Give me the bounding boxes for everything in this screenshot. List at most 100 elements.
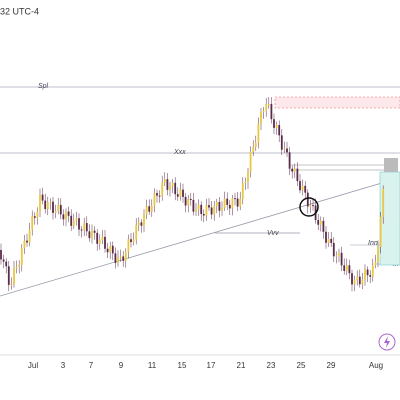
- candle-body: [143, 214, 145, 226]
- candle-body: [244, 182, 247, 184]
- candle-body: [260, 111, 262, 124]
- candle-body: [130, 239, 132, 243]
- candle-body: [163, 179, 166, 183]
- candle-body: [301, 185, 304, 191]
- candle-body: [374, 261, 377, 266]
- candle-body: [296, 168, 299, 182]
- candle-body: [88, 231, 91, 239]
- x-tick-label: 25: [297, 361, 306, 370]
- candle-body: [174, 182, 177, 195]
- candle-body: [59, 204, 62, 215]
- candle-body: [364, 269, 366, 280]
- candle-body: [273, 119, 275, 128]
- candle-body: [361, 279, 364, 285]
- candle-body: [52, 201, 54, 213]
- candle-body: [382, 188, 385, 217]
- x-tick-label: 29: [327, 361, 336, 370]
- candle-body: [62, 214, 65, 220]
- candle-body: [184, 196, 187, 206]
- candle-body: [127, 239, 130, 252]
- candle-body: [249, 151, 252, 172]
- candle-body: [117, 257, 119, 263]
- candle-body: [91, 230, 93, 239]
- candle-body: [228, 204, 231, 209]
- candles: [0, 97, 385, 292]
- candle-body: [241, 183, 244, 199]
- x-tick-label: 7: [89, 361, 94, 370]
- candle-body: [332, 242, 335, 257]
- candle-body: [72, 220, 75, 226]
- candle-body: [150, 205, 153, 212]
- candle-body: [28, 229, 31, 243]
- candle-body: [197, 204, 200, 210]
- candle-body: [226, 198, 229, 205]
- candle-body: [20, 247, 23, 265]
- candle-body: [330, 238, 333, 243]
- candle-body: [358, 276, 361, 285]
- marker-box: [384, 158, 398, 172]
- candle-body: [356, 276, 359, 281]
- highlight-circle: [299, 197, 319, 217]
- candle-body: [262, 111, 265, 113]
- candle-body: [213, 206, 216, 215]
- candle-body: [343, 265, 346, 271]
- trend-line: [0, 179, 393, 297]
- candle-body: [124, 251, 127, 261]
- candle-body: [119, 256, 122, 258]
- candle-body: [13, 267, 15, 285]
- candle-body: [5, 261, 8, 267]
- level-label: Spl: [38, 83, 49, 90]
- candle-body: [10, 284, 13, 286]
- candle-body: [348, 265, 351, 274]
- candle-body: [325, 231, 327, 243]
- x-tick-label: 23: [267, 361, 276, 370]
- candle-body: [148, 206, 151, 212]
- candle-body: [306, 192, 309, 207]
- candle-body: [46, 202, 49, 210]
- candle-body: [291, 168, 294, 172]
- x-tick-label: Jul: [28, 361, 38, 370]
- candle-body: [70, 215, 73, 226]
- candle-body: [169, 186, 171, 190]
- x-tick-label: Aug: [369, 361, 383, 370]
- candle-body: [54, 210, 57, 213]
- candle-body: [247, 171, 249, 183]
- candle-body: [158, 195, 161, 197]
- candle-body: [322, 220, 325, 232]
- candle-body: [153, 193, 156, 206]
- candle-body: [7, 266, 10, 285]
- candle-body: [345, 265, 348, 271]
- candle-body: [288, 152, 291, 169]
- candle-body: [338, 252, 340, 256]
- level-label: Xxx: [173, 149, 186, 156]
- candle-body: [254, 142, 257, 147]
- timezone-label: 32 UTC-4: [0, 6, 39, 16]
- candle-body: [0, 250, 2, 260]
- candle-body: [96, 232, 99, 244]
- candle-body: [366, 269, 369, 276]
- candle-body: [104, 236, 106, 249]
- candle-body: [2, 259, 5, 262]
- candle-body: [286, 148, 288, 153]
- x-tick-label: 17: [207, 361, 216, 370]
- candle-body: [171, 182, 174, 187]
- candle-body: [293, 168, 296, 172]
- candle-body: [31, 216, 34, 230]
- x-tick-label: 11: [148, 361, 157, 370]
- x-tick-label: 3: [61, 361, 66, 370]
- candle-body: [67, 211, 70, 216]
- candle-body: [319, 220, 322, 225]
- candle-body: [280, 135, 283, 150]
- candle-body: [205, 205, 208, 216]
- candle-body: [156, 193, 158, 196]
- level-label: Inn: [368, 240, 378, 247]
- candle-body: [78, 218, 80, 230]
- candle-body: [135, 224, 138, 240]
- candle-body: [283, 148, 286, 150]
- candle-body: [270, 103, 273, 120]
- candle-body: [239, 198, 242, 207]
- candle-body: [257, 123, 260, 143]
- candle-body: [101, 236, 104, 240]
